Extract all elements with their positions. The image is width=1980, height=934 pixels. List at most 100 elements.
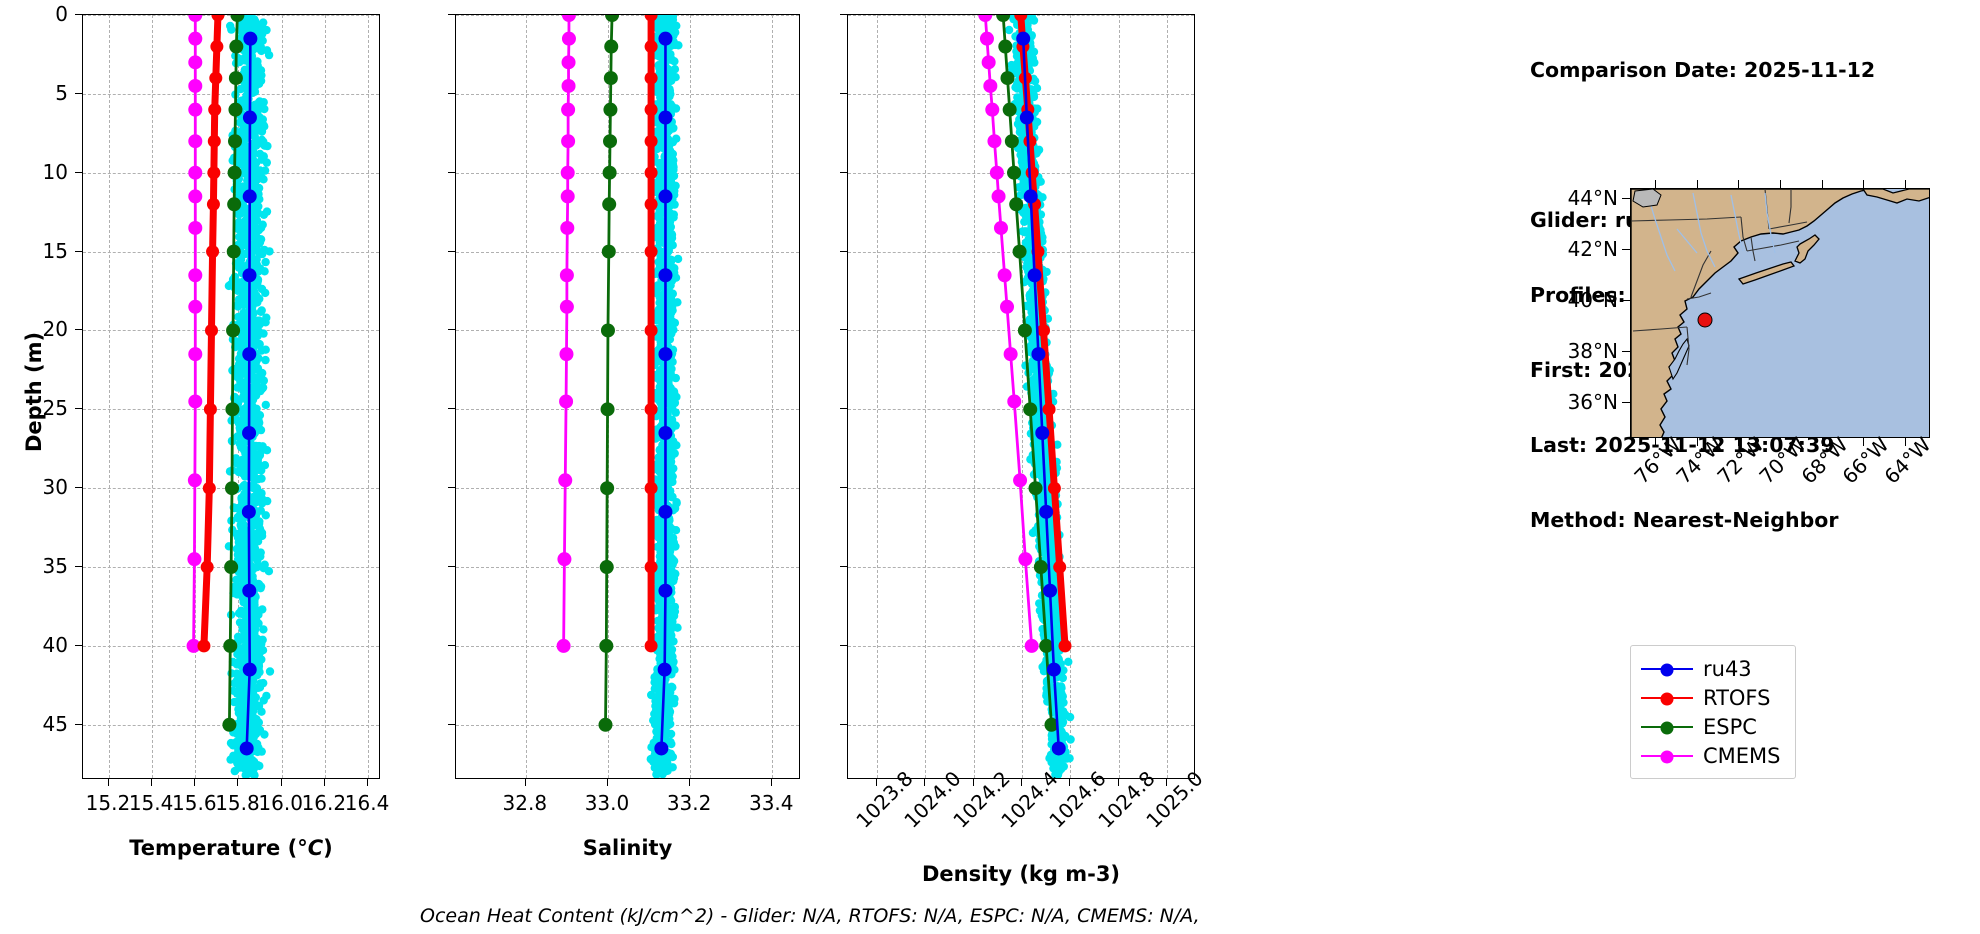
grid-line-horizontal (456, 567, 799, 569)
x-tick-mark (280, 779, 282, 786)
legend-line-swatch (1641, 750, 1693, 763)
x-tick-label: 33.0 (584, 791, 630, 815)
y-tick-mark (75, 92, 82, 94)
y-tick-mark (840, 171, 847, 173)
y-tick-mark (840, 92, 847, 94)
y-tick-label: 20 (42, 317, 68, 342)
legend-label: ru43 (1703, 656, 1752, 681)
land-polygon (1631, 189, 1872, 437)
map-y-label: 40°N (1567, 288, 1618, 313)
grid-line-horizontal (456, 172, 799, 174)
y-tick-mark (448, 14, 455, 15)
profile-plot-graphic (556, 15, 683, 778)
series-cmems (186, 15, 203, 653)
grid-line-vertical (1167, 15, 1168, 778)
map-x-tick-top (1738, 180, 1740, 188)
series-ru43 (654, 31, 673, 756)
y-tick-mark (448, 329, 455, 331)
map-x-tick (1821, 438, 1823, 446)
y-tick-mark (75, 14, 82, 15)
legend-item-espc: ESPC (1641, 712, 1781, 741)
series-espc (996, 15, 1059, 732)
y-tick-label: 15 (42, 238, 68, 263)
x-tick-mark (1166, 779, 1167, 786)
grid-line-vertical (690, 15, 692, 778)
y-tick-label: 10 (42, 159, 68, 184)
x-tick-label: 33.4 (748, 791, 794, 815)
map-axes (1630, 188, 1930, 438)
legend-marker-dot (1660, 692, 1674, 705)
map-coastline-graphic (1631, 189, 1929, 437)
grid-line-vertical (525, 15, 527, 778)
series-cmems (556, 15, 576, 653)
legend-marker-dot (1660, 663, 1674, 676)
series-rtofs (644, 15, 658, 653)
legend-marker-dot (1660, 721, 1674, 734)
y-tick-mark (75, 723, 82, 725)
temperature-x-axis-label: Temperature (°C) (129, 836, 333, 860)
y-tick-mark (75, 329, 82, 331)
rivers (1648, 192, 1776, 272)
map-y-label: 36°N (1567, 390, 1618, 415)
grid-line-vertical (108, 15, 110, 778)
grid-line-horizontal (456, 251, 799, 253)
grid-line-vertical (925, 15, 927, 778)
x-tick-mark (1117, 779, 1119, 786)
grid-line-horizontal (456, 645, 799, 647)
series-ru43 (239, 31, 258, 756)
grid-line-vertical (1022, 15, 1023, 778)
grid-line-vertical (1070, 15, 1072, 778)
y-tick-label: 25 (42, 396, 68, 421)
map-x-tick-top (1655, 180, 1656, 188)
legend-label: ESPC (1703, 714, 1757, 739)
x-tick-label: 15.8 (215, 791, 260, 815)
y-tick-mark (840, 250, 847, 252)
y-tick-mark (448, 566, 455, 568)
x-tick-label: 16.0 (258, 791, 303, 815)
map-x-tick-top (1863, 180, 1865, 188)
x-tick-mark (194, 779, 196, 786)
legend-item-cmems: CMEMS (1641, 741, 1781, 770)
legend-line-swatch (1641, 663, 1693, 676)
grid-line-vertical (1118, 15, 1120, 778)
y-tick-mark (840, 14, 847, 15)
y-tick-label: 30 (42, 475, 68, 500)
map-x-tick-top (1821, 180, 1823, 188)
grid-line-vertical (324, 15, 326, 778)
legend-item-ru43: ru43 (1641, 654, 1781, 683)
x-tick-mark (924, 779, 926, 786)
series-cmems (978, 15, 1039, 653)
ne-land-polygon (1862, 189, 1929, 204)
cape-cod-polygon (1794, 234, 1820, 264)
station-map: 44°N 42°N 40°N 38°N 36°N 76°W 74°W 72°W 70°W 68°W… (1390, 180, 1980, 640)
lake-polygon (1632, 189, 1662, 208)
y-tick-mark (448, 250, 455, 252)
map-x-tick (1780, 438, 1781, 446)
y-tick-mark (75, 171, 82, 173)
grid-line-horizontal (83, 93, 379, 95)
x-tick-mark (237, 779, 239, 786)
y-tick-mark (840, 723, 847, 725)
map-y-tick (1622, 351, 1630, 353)
profile-plot-graphic (978, 15, 1075, 778)
density-axes (847, 14, 1195, 779)
y-tick-mark (448, 487, 455, 489)
y-tick-label: 40 (42, 632, 68, 657)
profile-plot-graphic (186, 15, 275, 778)
map-x-tick (1655, 438, 1656, 446)
grid-line-horizontal (848, 645, 1194, 647)
series-rtofs (197, 15, 225, 653)
grid-line-vertical (973, 15, 975, 778)
salinity-panel: 32.8 33.0 33.2 33.4 Salinity (440, 0, 830, 880)
series-espc (222, 15, 245, 732)
map-x-label: 72°W (1712, 432, 1769, 489)
grid-line-vertical (368, 15, 370, 778)
map-y-label: 42°N (1567, 237, 1618, 262)
y-tick-label: 0 (55, 2, 68, 26)
y-tick-mark (75, 408, 82, 410)
legend-item-rtofs: RTOFS (1641, 683, 1781, 712)
grid-line-vertical (281, 15, 283, 778)
map-y-label: 38°N (1567, 339, 1618, 364)
series-legend: ru43 RTOFS ESPC CMEMS (1630, 645, 1796, 779)
temperature-panel: 15.2 15.4 15.6 15.8 16.0 16.2 16.4 0 5 10 15 20 25 30… (0, 0, 440, 880)
